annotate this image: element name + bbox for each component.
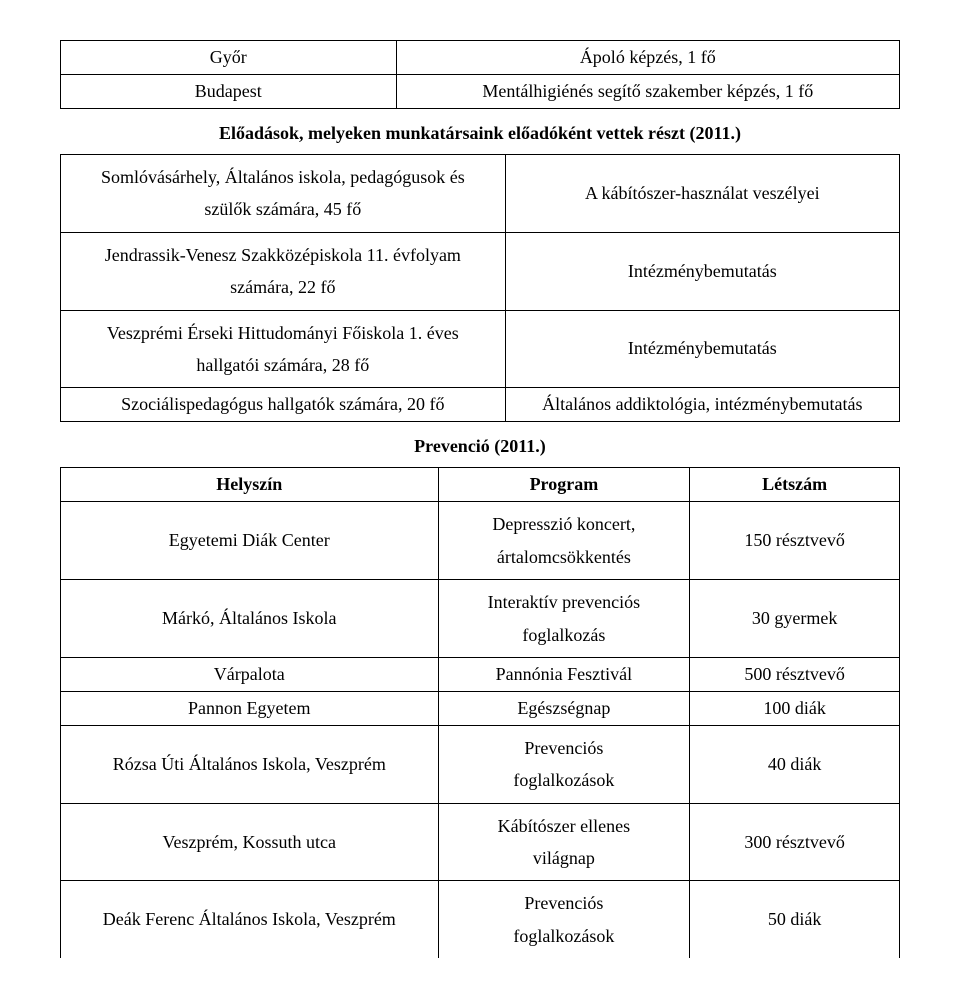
cell-line: világnap [533, 848, 595, 868]
city-cell: Budapest [61, 75, 397, 109]
cell-line: Jendrassik-Venesz Szakközépiskola 11. év… [105, 245, 461, 265]
count-cell: 150 résztvevő [690, 502, 900, 580]
table-row: Jendrassik-Venesz Szakközépiskola 11. év… [61, 232, 900, 310]
cell-line: Veszprémi Érseki Hittudományi Főiskola 1… [107, 323, 459, 343]
count-cell: 100 diák [690, 691, 900, 725]
table-row: Szociálispedagógus hallgatók számára, 20… [61, 388, 900, 422]
count-cell: 500 résztvevő [690, 657, 900, 691]
place-cell: Rózsa Úti Általános Iskola, Veszprém [61, 725, 439, 803]
cell-line: foglalkozások [513, 926, 614, 946]
table-row: Budapest Mentálhigiénés segítő szakember… [61, 75, 900, 109]
program-cell: Kábítószer ellenes világnap [438, 803, 690, 881]
table-row: Egyetemi Diák Center Depresszió koncert,… [61, 502, 900, 580]
cell-line: szülők számára, 45 fő [204, 199, 361, 219]
training-table: Győr Ápoló képzés, 1 fő Budapest Mentálh… [60, 40, 900, 109]
cell-line: foglalkozás [522, 625, 605, 645]
header-place: Helyszín [61, 468, 439, 502]
count-cell: 40 diák [690, 725, 900, 803]
section-heading-prevention: Prevenció (2011.) [60, 436, 900, 457]
count-cell: 50 diák [690, 881, 900, 958]
count-cell: 30 gyermek [690, 580, 900, 658]
audience-cell: Szociálispedagógus hallgatók számára, 20… [61, 388, 506, 422]
table-header-row: Helyszín Program Létszám [61, 468, 900, 502]
place-cell: Veszprém, Kossuth utca [61, 803, 439, 881]
program-cell: Pannónia Fesztivál [438, 657, 690, 691]
audience-cell: Somlóvásárhely, Általános iskola, pedagó… [61, 155, 506, 233]
cell-line: ártalomcsökkentés [497, 547, 631, 567]
header-program: Program [438, 468, 690, 502]
table-row: Győr Ápoló képzés, 1 fő [61, 41, 900, 75]
table-row: Somlóvásárhely, Általános iskola, pedagó… [61, 155, 900, 233]
table-row: Deák Ferenc Általános Iskola, Veszprém P… [61, 881, 900, 958]
place-cell: Deák Ferenc Általános Iskola, Veszprém [61, 881, 439, 958]
program-cell: Prevenciós foglalkozások [438, 881, 690, 958]
topic-cell: Intézménybemutatás [505, 232, 899, 310]
prevention-table: Helyszín Program Létszám Egyetemi Diák C… [60, 467, 900, 958]
header-count: Létszám [690, 468, 900, 502]
program-cell: Mentálhigiénés segítő szakember képzés, … [396, 75, 899, 109]
program-cell: Egészségnap [438, 691, 690, 725]
table-row: Pannon Egyetem Egészségnap 100 diák [61, 691, 900, 725]
table-row: Veszprém, Kossuth utca Kábítószer ellene… [61, 803, 900, 881]
program-cell: Depresszió koncert, ártalomcsökkentés [438, 502, 690, 580]
topic-cell: Intézménybemutatás [505, 310, 899, 388]
program-cell: Prevenciós foglalkozások [438, 725, 690, 803]
count-cell: 300 résztvevő [690, 803, 900, 881]
cell-line: Kábítószer ellenes [498, 816, 630, 836]
table-row: Veszprémi Érseki Hittudományi Főiskola 1… [61, 310, 900, 388]
place-cell: Várpalota [61, 657, 439, 691]
section-heading-lectures: Előadások, melyeken munkatársaink előadó… [60, 123, 900, 144]
cell-line: Somlóvásárhely, Általános iskola, pedagó… [101, 167, 465, 187]
table-row: Rózsa Úti Általános Iskola, Veszprém Pre… [61, 725, 900, 803]
topic-cell: Általános addiktológia, intézménybemutat… [505, 388, 899, 422]
topic-cell: A kábítószer-használat veszélyei [505, 155, 899, 233]
cell-line: hallgatói számára, 28 fő [196, 355, 369, 375]
cell-line: Depresszió koncert, [492, 514, 635, 534]
place-cell: Márkó, Általános Iskola [61, 580, 439, 658]
cell-line: Prevenciós [524, 738, 603, 758]
audience-cell: Veszprémi Érseki Hittudományi Főiskola 1… [61, 310, 506, 388]
city-cell: Győr [61, 41, 397, 75]
table-row: Várpalota Pannónia Fesztivál 500 résztve… [61, 657, 900, 691]
lectures-table: Somlóvásárhely, Általános iskola, pedagó… [60, 154, 900, 422]
program-cell: Ápoló képzés, 1 fő [396, 41, 899, 75]
audience-cell: Jendrassik-Venesz Szakközépiskola 11. év… [61, 232, 506, 310]
place-cell: Pannon Egyetem [61, 691, 439, 725]
cell-line: foglalkozások [513, 770, 614, 790]
cell-line: Prevenciós [524, 893, 603, 913]
cell-line: számára, 22 fő [230, 277, 335, 297]
cell-line: Interaktív prevenciós [488, 592, 640, 612]
table-row: Márkó, Általános Iskola Interaktív preve… [61, 580, 900, 658]
program-cell: Interaktív prevenciós foglalkozás [438, 580, 690, 658]
place-cell: Egyetemi Diák Center [61, 502, 439, 580]
